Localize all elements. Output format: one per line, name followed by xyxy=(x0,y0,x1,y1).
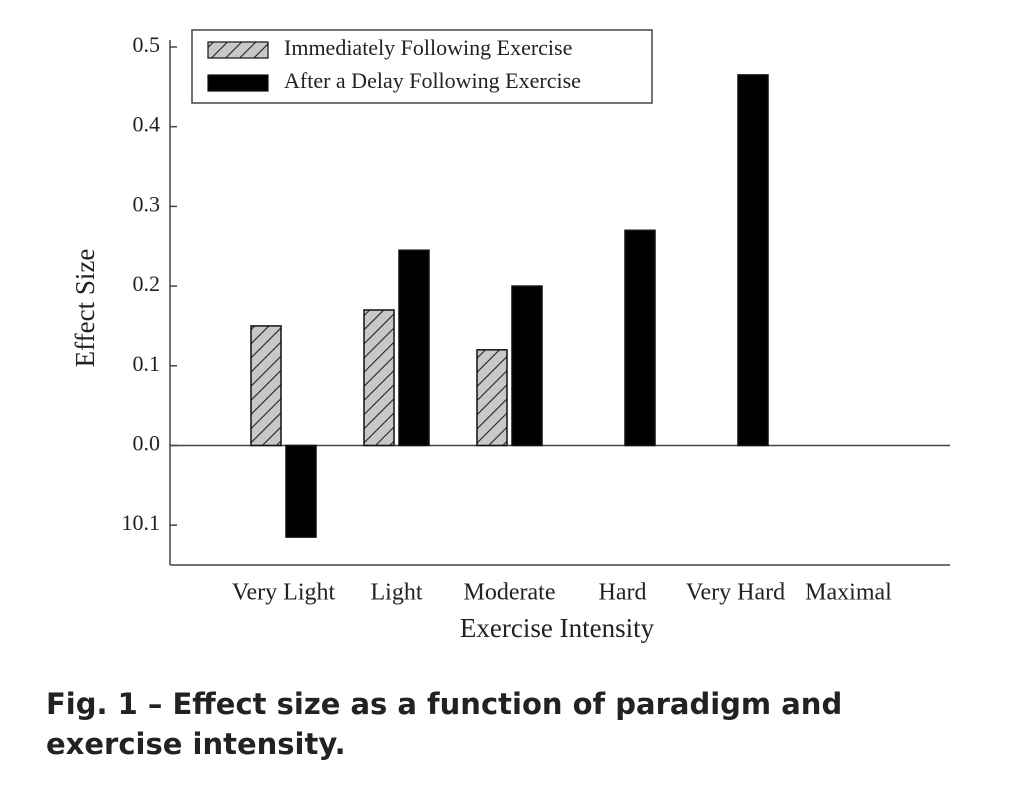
x-tick-label: Moderate xyxy=(464,580,556,606)
x-tick-label: Very Hard xyxy=(686,580,785,606)
y-axis-title: Effect Size xyxy=(70,249,100,368)
y-tick-label: 0.5 xyxy=(133,32,161,57)
y-tick-label: 0.1 xyxy=(133,351,161,376)
caption: Fig. 1 – Effect size as a function of pa… xyxy=(46,687,843,761)
y-tick-label: 0.3 xyxy=(133,191,161,216)
bar xyxy=(624,229,656,447)
bar xyxy=(737,74,769,447)
legend-label: Immediately Following Exercise xyxy=(284,35,572,60)
bar xyxy=(363,309,395,447)
x-tick-label: Light xyxy=(371,580,423,606)
bar xyxy=(398,249,430,447)
bar xyxy=(285,444,317,538)
bar xyxy=(511,285,543,447)
legend-swatch xyxy=(207,74,269,92)
x-tick-label: Very Light xyxy=(232,580,336,606)
y-tick-label: 0.0 xyxy=(133,431,161,456)
legend-label: After a Delay Following Exercise xyxy=(284,68,581,93)
legend-swatch xyxy=(207,41,269,59)
chart: Effect Size Exercise Intensity 10.1 0.0 0.… xyxy=(70,29,950,643)
x-axis-title: Exercise Intensity xyxy=(460,613,655,643)
bar xyxy=(250,325,282,447)
legend-box xyxy=(191,29,653,104)
x-tick-label: Hard xyxy=(599,580,647,606)
x-tick-label: Maximal xyxy=(805,580,892,606)
bar xyxy=(476,349,508,447)
y-tick-label: 0.2 xyxy=(133,271,161,296)
y-tick-label: 0.4 xyxy=(133,112,161,137)
y-tick-label: 10.1 xyxy=(122,510,161,535)
